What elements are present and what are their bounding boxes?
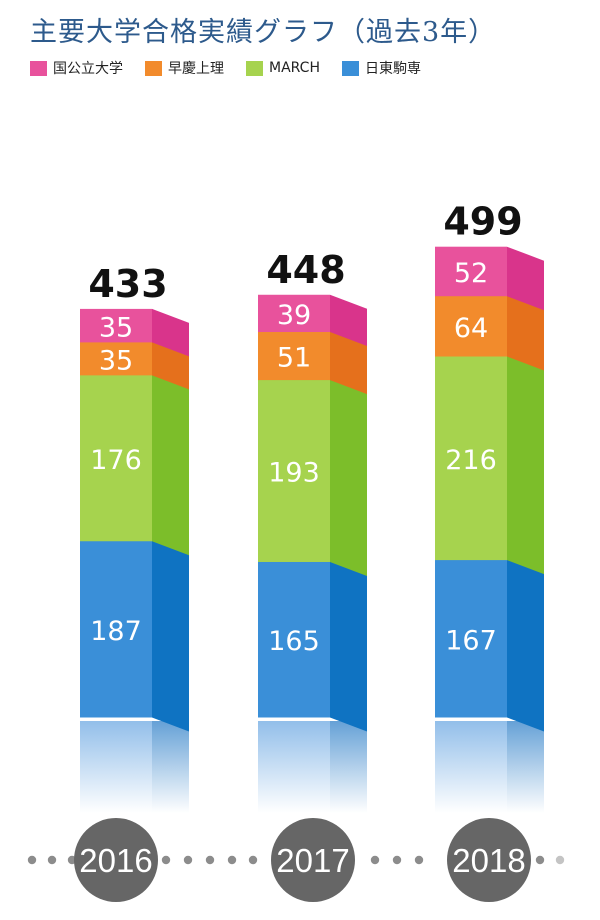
year-badge-2016 bbox=[74, 818, 158, 902]
bar-value-label: 216 bbox=[445, 445, 497, 476]
legend-swatch-nittoukomasen bbox=[342, 60, 359, 76]
bar-value-label: 39 bbox=[277, 300, 311, 331]
bar-value-label: 52 bbox=[454, 258, 488, 289]
legend-label-march: MARCH bbox=[269, 60, 320, 76]
timeline-dot bbox=[47, 855, 57, 865]
bar-total-label: 433 bbox=[88, 262, 167, 306]
legend-label-kokkoritsu: 国公立大学 bbox=[53, 61, 123, 77]
bar-segment-side bbox=[152, 341, 189, 390]
timeline-dot bbox=[161, 855, 171, 865]
bar-reflection-side bbox=[330, 721, 367, 813]
bar-reflection-front bbox=[258, 721, 330, 813]
year-badge-2018 bbox=[447, 818, 531, 902]
legend-swatch-march bbox=[246, 60, 263, 76]
bar-value-label: 64 bbox=[454, 313, 488, 344]
bar-segment-front bbox=[80, 341, 152, 376]
legend-swatch-kokkoritsu bbox=[30, 60, 47, 76]
legend-item-nittoukomasen: 日東駒専 bbox=[342, 58, 421, 78]
bar-segment-front bbox=[435, 295, 507, 357]
timeline-dot bbox=[205, 855, 215, 865]
timeline-dot bbox=[248, 855, 258, 865]
bar-segment-front bbox=[435, 356, 507, 561]
bar-reflection-side bbox=[152, 721, 189, 813]
timeline-dot bbox=[27, 855, 37, 865]
timeline: 2016 2017 2018 bbox=[27, 818, 565, 902]
bar-segment-front bbox=[80, 308, 152, 343]
bar-value-label: 165 bbox=[268, 626, 320, 657]
year-label: 2017 bbox=[276, 842, 349, 879]
legend-item-kokkoritsu: 国公立大学 bbox=[30, 58, 123, 78]
bar-segment-front bbox=[435, 559, 507, 718]
timeline-dot bbox=[370, 855, 380, 865]
bar-total-label: 499 bbox=[443, 200, 522, 244]
bar-2017: 165 193 51 39 448 bbox=[258, 248, 367, 813]
bar-segment-front bbox=[80, 540, 152, 718]
bar-segment-front bbox=[258, 379, 330, 562]
bar-segment-side bbox=[507, 295, 544, 371]
bar-reflection-front bbox=[435, 721, 507, 813]
bar-segment-side bbox=[152, 540, 189, 732]
timeline-dot bbox=[535, 855, 545, 865]
bar-value-label: 35 bbox=[99, 345, 133, 376]
bar-segment-side bbox=[330, 379, 367, 576]
bar-segment-side bbox=[507, 559, 544, 732]
bar-reflection-side bbox=[507, 721, 544, 813]
bar-value-label: 176 bbox=[90, 445, 142, 476]
timeline-dot bbox=[183, 855, 193, 865]
legend-item-soukei: 早慶上理 bbox=[145, 58, 224, 78]
bar-segment-front bbox=[80, 374, 152, 542]
legend-label-nittoukomasen: 日東駒専 bbox=[365, 61, 421, 77]
year-badge-2017 bbox=[271, 818, 355, 902]
bar-reflection-front bbox=[80, 721, 152, 813]
bar-total-label: 448 bbox=[266, 248, 345, 292]
timeline-dot bbox=[414, 855, 424, 865]
bar-segment-side bbox=[330, 294, 367, 347]
bar-segment-side bbox=[152, 308, 189, 357]
bar-2018: 167 216 64 52 499 bbox=[435, 200, 544, 813]
timeline-dot bbox=[392, 855, 402, 865]
bar-segment-front bbox=[435, 246, 507, 297]
bar-segment-side bbox=[152, 374, 189, 556]
bar-segment-side bbox=[507, 356, 544, 575]
bar-segment-side bbox=[330, 561, 367, 732]
legend: 国公立大学 早慶上理 MARCH 日東駒専 bbox=[30, 58, 443, 78]
bar-segment-side bbox=[507, 246, 544, 311]
legend-item-march: MARCH bbox=[246, 60, 320, 76]
chart-title: 主要大学合格実績グラフ（過去3年） bbox=[30, 17, 497, 48]
bar-value-label: 35 bbox=[99, 312, 133, 343]
timeline-dot bbox=[227, 855, 237, 865]
bar-segment-front bbox=[258, 294, 330, 333]
timeline-dot bbox=[555, 855, 565, 865]
legend-label-soukei: 早慶上理 bbox=[168, 61, 224, 77]
bar-value-label: 167 bbox=[445, 625, 497, 656]
bar-value-label: 193 bbox=[268, 458, 320, 489]
bar-value-label: 51 bbox=[277, 343, 311, 374]
bar-segment-front bbox=[258, 561, 330, 718]
year-label: 2018 bbox=[452, 842, 525, 879]
year-label: 2016 bbox=[79, 842, 152, 879]
bar-segment-front bbox=[258, 331, 330, 381]
bar-value-label: 187 bbox=[90, 616, 142, 647]
legend-swatch-soukei bbox=[145, 60, 162, 76]
bar-segment-side bbox=[330, 331, 367, 395]
